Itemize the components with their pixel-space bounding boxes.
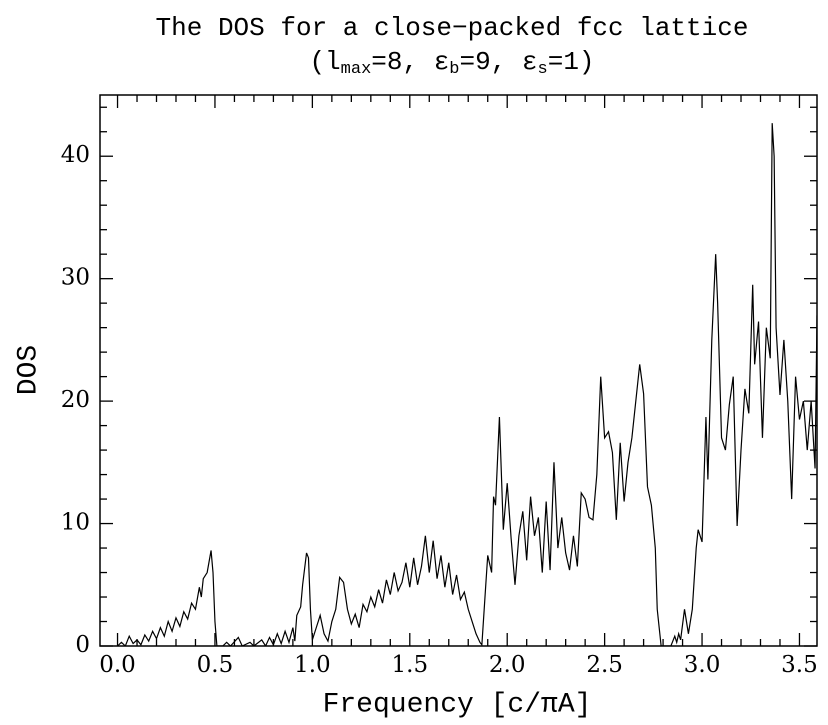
- plot-frame: [99, 94, 818, 647]
- y-axis-label: DOS: [13, 345, 44, 395]
- subtitle-part: max: [341, 60, 372, 79]
- x-tick-label: 1.0: [294, 652, 331, 678]
- x-tick-label: 2.5: [586, 652, 623, 678]
- subtitle-part: =1): [548, 47, 595, 77]
- y-tick-label: 40: [61, 142, 90, 168]
- chart-subtitle: (lmax=8, εb=9, εs=1): [309, 47, 594, 80]
- y-tick-label: 20: [61, 387, 90, 413]
- subtitle-part: =8, ε: [371, 47, 449, 77]
- y-tick-label: 10: [61, 510, 90, 536]
- data-line: [117, 123, 817, 646]
- x-tick-label: 1.5: [392, 652, 429, 678]
- x-tick-label: 0.5: [197, 652, 234, 678]
- x-axis-label: Frequency [c/πA]: [323, 689, 592, 720]
- subtitle-part: (l: [309, 47, 340, 77]
- subtitle-part: s: [538, 60, 548, 79]
- subtitle-part: b: [449, 60, 459, 79]
- x-tick-label: 2.0: [489, 652, 526, 678]
- y-tick-label: 30: [61, 265, 90, 291]
- chart-title: The DOS for a close−packed fcc lattice: [156, 13, 749, 43]
- subtitle-part: =9, ε: [460, 47, 538, 77]
- y-tick-label: 0: [75, 632, 90, 658]
- x-tick-label: 3.0: [684, 652, 721, 678]
- x-tick-label: 0.0: [99, 652, 136, 678]
- x-tick-label: 3.5: [781, 652, 818, 678]
